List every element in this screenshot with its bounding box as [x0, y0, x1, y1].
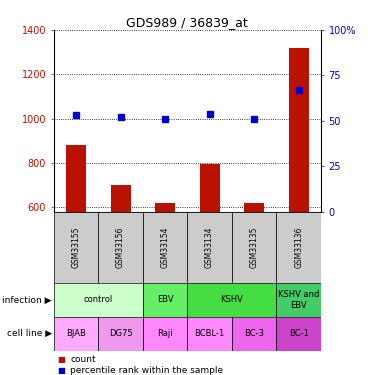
Bar [276, 317, 321, 351]
Bar [187, 317, 232, 351]
Title: GDS989 / 36839_at: GDS989 / 36839_at [127, 16, 248, 29]
Text: infection ▶: infection ▶ [3, 296, 52, 304]
Text: cell line ▶: cell line ▶ [7, 329, 52, 338]
Bar [232, 212, 276, 283]
Bar [54, 212, 98, 283]
Bar [143, 212, 187, 283]
Bar [143, 317, 187, 351]
Text: control: control [84, 296, 113, 304]
Bar [200, 164, 220, 212]
Text: BCBL-1: BCBL-1 [194, 329, 225, 338]
Text: GSM33156: GSM33156 [116, 227, 125, 268]
Text: KSHV and
EBV: KSHV and EBV [278, 290, 319, 310]
Bar [111, 185, 131, 212]
Bar [155, 203, 175, 212]
Bar [54, 283, 143, 317]
Bar [276, 283, 321, 317]
Bar [98, 317, 143, 351]
Bar [232, 317, 276, 351]
Text: BJAB: BJAB [66, 329, 86, 338]
Bar [187, 283, 276, 317]
Text: Raji: Raji [157, 329, 173, 338]
Bar [289, 48, 309, 212]
Bar [98, 212, 143, 283]
Text: ■: ■ [58, 366, 65, 375]
Text: percentile rank within the sample: percentile rank within the sample [70, 366, 224, 375]
Bar [187, 212, 232, 283]
Text: GSM33155: GSM33155 [72, 227, 81, 268]
Text: ■: ■ [58, 355, 65, 364]
Text: BC-3: BC-3 [244, 329, 264, 338]
Text: KSHV: KSHV [220, 296, 243, 304]
Text: GSM33135: GSM33135 [250, 227, 259, 268]
Text: BC-1: BC-1 [289, 329, 309, 338]
Bar [276, 212, 321, 283]
Bar [54, 317, 98, 351]
Text: EBV: EBV [157, 296, 173, 304]
Bar [143, 283, 187, 317]
Text: GSM33136: GSM33136 [294, 227, 303, 268]
Bar [66, 146, 86, 212]
Text: DG75: DG75 [109, 329, 132, 338]
Text: GSM33154: GSM33154 [161, 227, 170, 268]
Text: GSM33134: GSM33134 [205, 227, 214, 268]
Bar [244, 204, 264, 212]
Text: count: count [70, 355, 96, 364]
